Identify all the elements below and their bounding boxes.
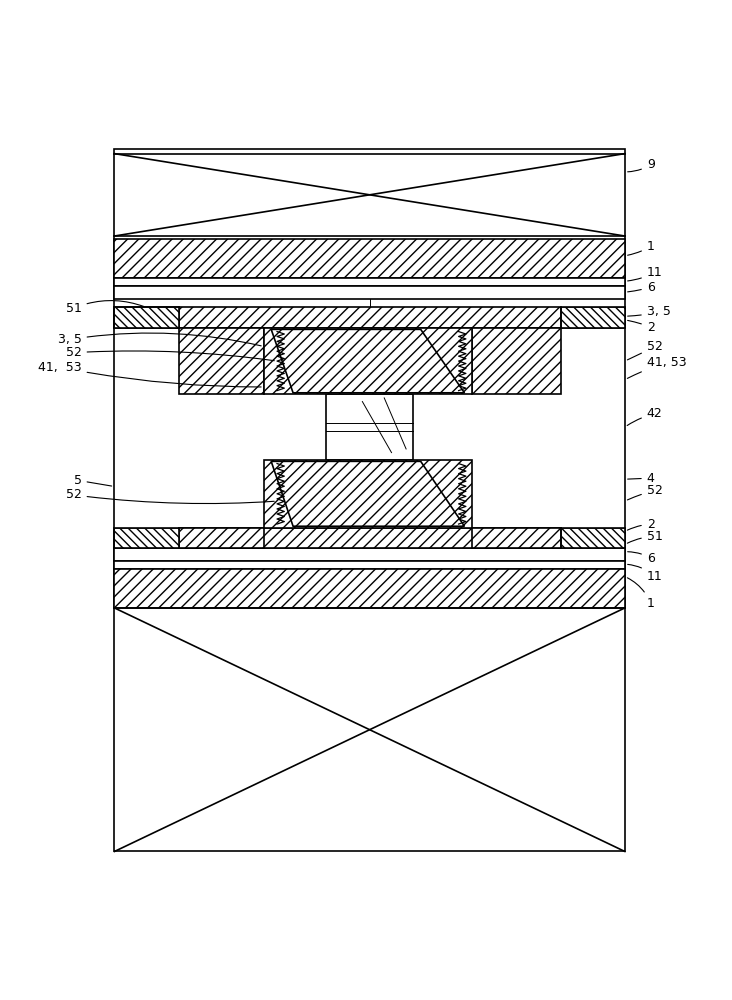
- Text: 52: 52: [66, 346, 274, 361]
- Polygon shape: [264, 460, 471, 528]
- Text: 51: 51: [627, 530, 662, 543]
- Text: 52: 52: [627, 484, 662, 500]
- Polygon shape: [114, 286, 625, 299]
- Text: 6: 6: [627, 552, 654, 565]
- Polygon shape: [114, 307, 179, 328]
- Text: 3, 5: 3, 5: [58, 333, 261, 346]
- Text: 52: 52: [627, 340, 662, 360]
- Polygon shape: [179, 328, 264, 394]
- Text: 42: 42: [627, 407, 662, 426]
- Polygon shape: [271, 461, 464, 526]
- Polygon shape: [264, 328, 471, 394]
- Text: 41,  53: 41, 53: [38, 361, 261, 387]
- Polygon shape: [561, 528, 625, 548]
- Polygon shape: [114, 149, 625, 851]
- Polygon shape: [114, 528, 179, 548]
- Polygon shape: [114, 307, 179, 328]
- Text: 41, 53: 41, 53: [627, 356, 687, 378]
- Text: 11: 11: [627, 266, 662, 281]
- Text: 51: 51: [66, 301, 144, 315]
- Polygon shape: [114, 569, 625, 608]
- Text: 4: 4: [627, 472, 654, 485]
- Text: 5: 5: [74, 474, 112, 487]
- Text: 2: 2: [627, 320, 654, 334]
- Text: 1: 1: [627, 240, 654, 255]
- Text: 2: 2: [627, 518, 654, 531]
- Polygon shape: [471, 528, 561, 548]
- Polygon shape: [471, 328, 561, 394]
- Text: 52: 52: [66, 488, 274, 504]
- Text: 6: 6: [627, 281, 654, 294]
- Text: 9: 9: [627, 158, 654, 172]
- Text: 1: 1: [627, 578, 654, 610]
- Polygon shape: [326, 394, 414, 460]
- Polygon shape: [114, 561, 625, 569]
- Polygon shape: [114, 239, 625, 278]
- Polygon shape: [271, 329, 464, 393]
- Text: 11: 11: [627, 564, 662, 583]
- Text: 3, 5: 3, 5: [627, 305, 671, 318]
- Polygon shape: [114, 278, 625, 286]
- Polygon shape: [179, 307, 561, 328]
- Polygon shape: [114, 548, 625, 561]
- Polygon shape: [561, 307, 625, 328]
- Polygon shape: [179, 528, 561, 548]
- Polygon shape: [179, 528, 264, 548]
